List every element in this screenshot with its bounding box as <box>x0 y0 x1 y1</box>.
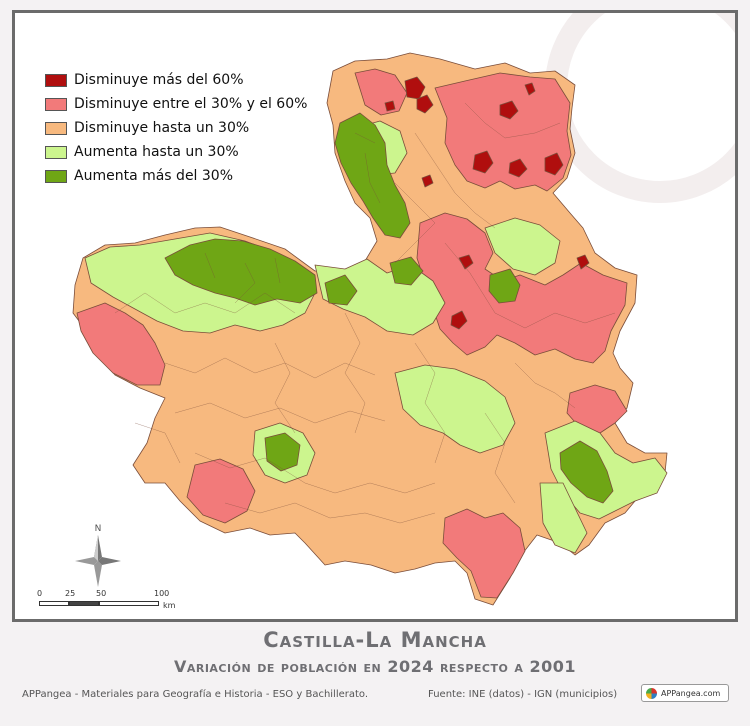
municipality-map <box>72 52 668 606</box>
scale-bar: 0 25 50 100 km <box>37 589 189 619</box>
region-increase-over-30-toledo <box>164 238 318 306</box>
appangea-logo-icon <box>646 687 657 699</box>
region-increase-up-to-30-alcarria <box>484 217 561 276</box>
scale-tick: 100 <box>154 589 170 598</box>
legend-swatch <box>45 121 67 135</box>
map-subtitle: Variación de población en 2024 respecto … <box>173 657 577 676</box>
region-increase-over-30-albacete <box>559 440 614 504</box>
region-increase-over-30-fuensalida <box>389 256 424 286</box>
legend-item: Disminuye hasta un 30% <box>45 116 307 140</box>
municipal-boundaries <box>114 102 616 524</box>
legend-item: Aumenta más del 30% <box>45 164 307 188</box>
region-decrease-30-60-west <box>76 302 166 386</box>
legend-label: Aumenta hasta un 30% <box>74 144 239 160</box>
region-decrease-30-60-southwest <box>186 458 256 524</box>
region-increase-over-30-ocana <box>324 274 358 306</box>
region-increase-over-30-valdepenas <box>488 268 521 304</box>
scale-segment <box>39 601 69 606</box>
scale-tick: 25 <box>65 589 76 598</box>
region-increase-over-30-guadalajara <box>334 112 411 239</box>
appangea-badge[interactable]: APPangea.com <box>641 684 729 702</box>
map-frame: Disminuye más del 60% Disminuye entre el… <box>12 10 738 622</box>
legend-item: Disminuye entre el 30% y el 60% <box>45 92 307 116</box>
region-decrease-over-60 <box>384 76 590 330</box>
region-decrease-30-60-northeast <box>434 72 572 192</box>
legend-item: Aumenta hasta un 30% <box>45 140 307 164</box>
legend-swatch <box>45 73 67 87</box>
region-increase-up-to-30-mancha <box>394 364 516 454</box>
legend-swatch <box>45 145 67 159</box>
scale-segment <box>99 601 159 606</box>
scale-unit: km <box>163 601 176 610</box>
map-legend: Disminuye más del 60% Disminuye entre el… <box>45 68 307 188</box>
map-title: Castilla-La Mancha <box>263 628 487 652</box>
region-decrease-30-60-cuenca <box>416 212 628 364</box>
region-decrease-30-60-south <box>442 508 526 599</box>
legend-label: Disminuye más del 60% <box>74 72 244 88</box>
compass-rose-icon: N <box>75 524 121 587</box>
legend-swatch <box>45 97 67 111</box>
scale-segment <box>69 601 99 606</box>
legend-swatch <box>45 169 67 183</box>
region-decrease-30-60-east <box>566 384 628 434</box>
scale-tick: 0 <box>37 589 43 598</box>
region-increase-over-30-puertollano <box>264 432 301 472</box>
legend-label: Disminuye hasta un 30% <box>74 120 250 136</box>
compass-north-label: N <box>95 524 102 534</box>
footer-source: Fuente: INE (datos) - IGN (municipios) <box>428 689 618 700</box>
badge-label: APPangea.com <box>661 688 721 698</box>
legend-item: Disminuye más del 60% <box>45 68 307 92</box>
scale-tick: 50 <box>96 589 107 598</box>
legend-label: Disminuye entre el 30% y el 60% <box>74 96 308 112</box>
legend-label: Aumenta más del 30% <box>74 168 234 184</box>
region-increase-up-to-30-south <box>539 482 588 554</box>
footer-credits: APPangea - Materiales para Geografía e H… <box>22 689 369 700</box>
